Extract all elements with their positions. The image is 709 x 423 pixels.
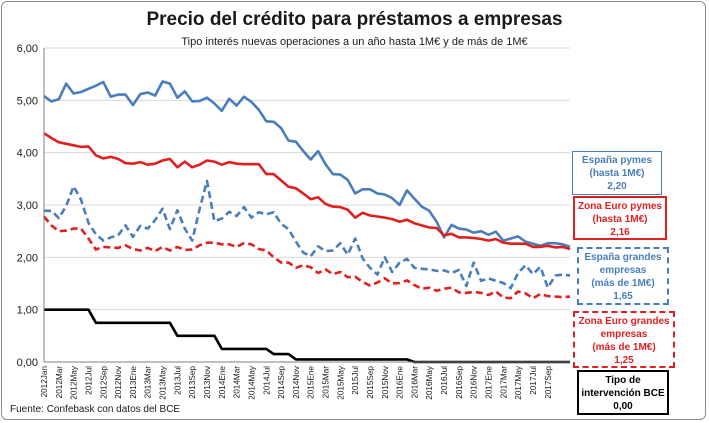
- x-tick-label: 2013Nov: [203, 365, 212, 399]
- x-tick-label: 2015Ene: [307, 366, 316, 399]
- x-tick-label: 2014Ene: [218, 366, 227, 399]
- label-line: España pymes: [581, 155, 653, 166]
- series-lines: [43, 80, 571, 364]
- label-line: intervención BCE: [581, 388, 665, 399]
- label-line: (hasta 1M€): [589, 168, 645, 179]
- y-tick-label: 1,00: [17, 305, 38, 317]
- x-tick-label: 2017Sep: [544, 366, 553, 399]
- x-tick-label: 2012May: [70, 365, 79, 400]
- label-box-zona-euro-pymes: Zona Euro pymes (hasta 1M€) 2,16: [573, 196, 667, 240]
- x-tick-label: 2012Sep: [99, 366, 108, 399]
- label-line: 2,16: [610, 227, 630, 238]
- series-line-eu_grandes: [43, 215, 571, 300]
- x-tick-label: 2014Mar: [233, 366, 242, 399]
- x-tick-label: 2014Sep: [277, 366, 286, 399]
- series-line-es_grandes: [44, 179, 571, 290]
- x-tick-label: 2012Jan: [40, 366, 49, 398]
- x-tick-label: 2013May: [159, 365, 168, 400]
- label-box-espana-pymes: España pymes (hasta 1M€) 2,20: [572, 151, 662, 195]
- x-tick-label: 2016May: [425, 365, 434, 400]
- x-tick-label: 2015May: [336, 365, 345, 400]
- label-line: España grandes: [584, 252, 662, 263]
- x-axis-ticks: 2012Jan 2012Mar 2012May 2012Jul 2012Sep 2012N…: [40, 365, 553, 400]
- x-tick-label: 2015Nov: [381, 365, 390, 399]
- chart-source: Fuente: Confebask con datos del BCE: [10, 404, 181, 415]
- y-tick-label: 4,00: [17, 148, 38, 160]
- label-line: (hasta 1M€): [592, 214, 648, 225]
- x-tick-label: 2017Jul: [529, 366, 538, 395]
- x-tick-label: 2015Jul: [351, 366, 360, 395]
- x-tick-label: 2015Sep: [366, 366, 375, 399]
- x-tick-label: 2013Ene: [129, 366, 138, 399]
- x-tick-label: 2017Ene: [485, 366, 494, 399]
- y-axis-ticks: 0,00 1,00 2,00 3,00 4,00 5,00 6,00: [17, 43, 38, 369]
- x-tick-label: 2014Jul: [262, 366, 271, 395]
- x-tick-label: 2014Nov: [292, 365, 301, 399]
- x-tick-label: 2016Ene: [396, 366, 405, 399]
- axes: [43, 48, 570, 363]
- label-line: Tipo de: [605, 375, 641, 386]
- x-tick-label: 2017May: [514, 365, 523, 400]
- label-box-bce: Tipo de intervención BCE 0,00: [577, 370, 669, 415]
- y-tick-label: 6,00: [17, 43, 38, 55]
- x-tick-label: 2012Nov: [114, 365, 123, 399]
- x-tick-label: 2013Jul: [173, 366, 182, 395]
- y-tick-label: 2,00: [17, 252, 38, 264]
- label-line: (más de 1M€): [591, 278, 655, 289]
- grid: [44, 47, 570, 311]
- label-line: empresas: [599, 265, 647, 276]
- chart-title: Precio del crédito para préstamos a empr…: [146, 9, 563, 30]
- x-tick-label: 2014May: [247, 365, 256, 400]
- label-box-espana-grandes: España grandes empresas (más de 1M€) 1,6…: [577, 247, 669, 305]
- x-tick-label: 2017Mar: [499, 366, 508, 399]
- label-line: 0,00: [613, 401, 633, 412]
- x-tick-label: 2012Jul: [84, 366, 93, 395]
- x-tick-label: 2016Nov: [470, 365, 479, 399]
- label-line: Zona Euro pymes: [578, 201, 662, 212]
- x-tick-label: 2016Mar: [410, 366, 419, 399]
- chart-subtitle: Tipo interés nuevas operaciones a un año…: [181, 36, 528, 48]
- x-tick-label: 2016Sep: [455, 366, 464, 399]
- y-tick-label: 5,00: [17, 95, 38, 107]
- label-line: (más de 1M€): [592, 342, 656, 353]
- x-tick-label: 2013Mar: [144, 366, 153, 399]
- label-line: 2,20: [607, 181, 627, 192]
- label-line: 1,25: [614, 355, 634, 366]
- x-tick-label: 2013Sep: [188, 366, 197, 399]
- label-line: empresas: [600, 329, 648, 340]
- y-tick-label: 0,00: [17, 357, 38, 369]
- label-box-zona-euro-grandes: Zona Euro grandes empresas (más de 1M€) …: [573, 311, 675, 368]
- series-line-bce: [44, 308, 570, 364]
- series-line-es_pymes: [43, 80, 571, 249]
- x-tick-label: 2012Mar: [55, 366, 64, 399]
- label-line: Zona Euro grandes: [578, 316, 670, 327]
- label-line: 1,65: [613, 291, 633, 302]
- y-tick-label: 3,00: [17, 200, 38, 212]
- x-tick-label: 2016Jul: [440, 366, 449, 395]
- x-tick-label: 2015Mar: [322, 366, 331, 399]
- series-line-eu_pymes: [43, 132, 571, 251]
